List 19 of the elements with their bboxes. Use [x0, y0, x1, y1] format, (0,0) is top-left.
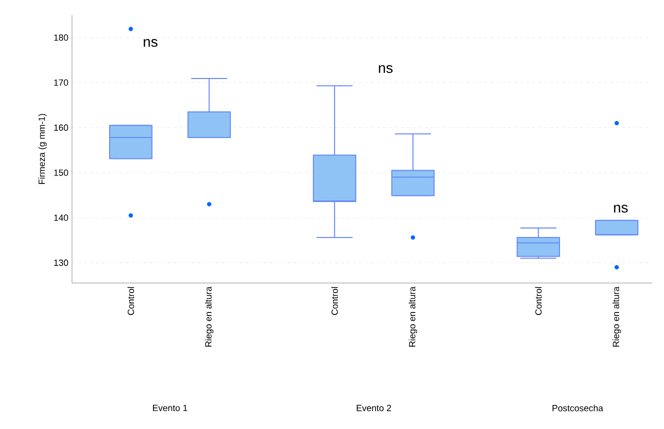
annotation: ns [614, 204, 628, 213]
text: Postcosecha [552, 404, 604, 412]
y-axis-title: Firmeza (g mm-1) [38, 114, 47, 184]
y-tick-label: 140 [54, 214, 68, 221]
y-tick-label: 130 [54, 260, 68, 266]
x-tick-label: Control [535, 287, 542, 315]
y-tick-label: 150 [54, 169, 68, 176]
x-tick-label: Control [127, 287, 134, 315]
x-tick-label: Riego en altura [204, 286, 214, 347]
text: Evento 2 [356, 404, 391, 412]
text: Evento 1 [153, 404, 188, 412]
y-tick-label: 170 [54, 79, 68, 86]
y-tick-label: 180 [54, 34, 68, 41]
x-tick-label: Riego en altura [408, 286, 418, 347]
x-tick-label: Riego en altura [612, 286, 621, 347]
y-tick-label: 160 [54, 124, 68, 131]
x-tick-label: Control [331, 287, 338, 315]
annotation: ns [144, 39, 158, 47]
annotation: ns [378, 65, 393, 73]
